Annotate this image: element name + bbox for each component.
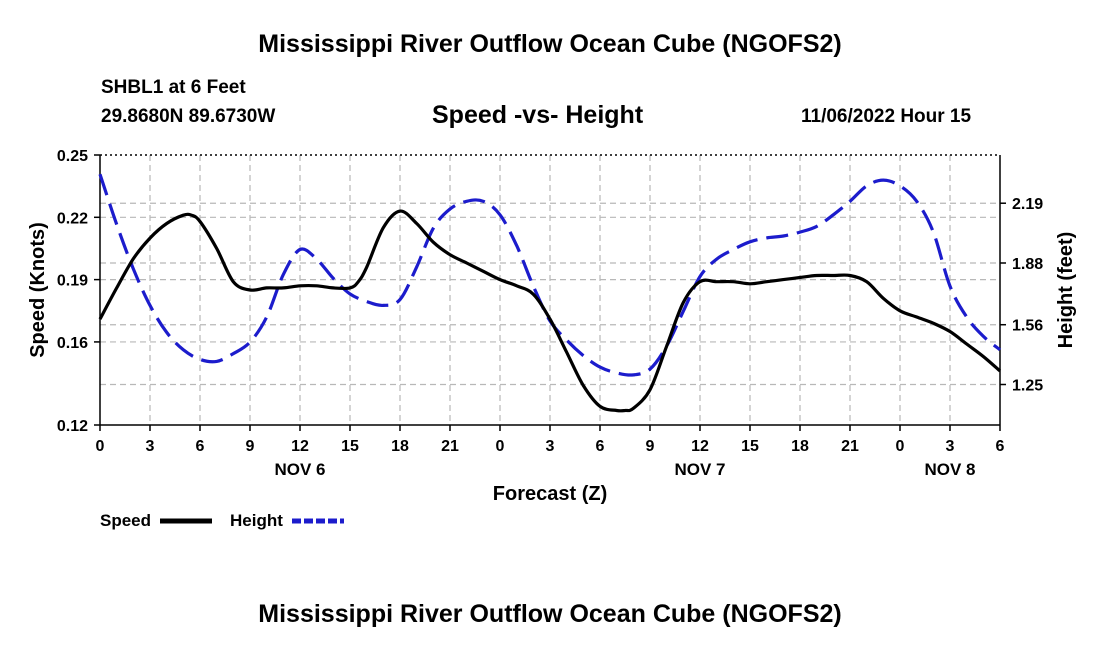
x-tick-label: 18 [791, 438, 809, 455]
x-tick-label: 18 [391, 438, 409, 455]
y2-tick-label: 2.19 [1012, 196, 1043, 213]
y-tick-label: 0.25 [57, 148, 88, 165]
legend-label-speed: Speed [100, 511, 151, 530]
chart-title: Speed -vs- Height [432, 101, 644, 129]
x-tick-label: 6 [996, 438, 1005, 455]
y2-axis-label: Height (feet) [1055, 232, 1077, 349]
x-tick-label: 6 [196, 438, 205, 455]
x-tick-label: 12 [691, 438, 709, 455]
x-day-label: NOV 6 [274, 460, 325, 479]
y2-tick-label: 1.25 [1012, 378, 1043, 395]
series-line-speed [98, 209, 1002, 413]
x-axis-label: Forecast (Z) [493, 483, 607, 505]
x-tick-label: 21 [441, 438, 459, 455]
x-tick-label: 12 [291, 438, 309, 455]
x-tick-label: 0 [496, 438, 505, 455]
x-tick-label: 3 [546, 438, 555, 455]
legend-label-height: Height [230, 511, 283, 530]
x-tick-label: 3 [146, 438, 155, 455]
forecast-datetime: 11/06/2022 Hour 15 [801, 106, 972, 127]
x-tick-label: 0 [896, 438, 905, 455]
x-tick-label: 15 [341, 438, 359, 455]
x-tick-label: 9 [646, 438, 655, 455]
x-tick-label: 3 [946, 438, 955, 455]
x-tick-label: 15 [741, 438, 759, 455]
y-tick-label: 0.19 [57, 273, 88, 290]
y-axis-label: Speed (Knots) [27, 222, 49, 358]
y-tick-label: 0.16 [57, 335, 88, 352]
x-tick-label: 21 [841, 438, 859, 455]
y2-tick-label: 1.56 [1012, 318, 1043, 335]
station-coordinates: 29.8680N 89.6730W [101, 106, 276, 127]
x-tick-label: 0 [96, 438, 105, 455]
station-label: SHBL1 at 6 Feet [101, 77, 246, 98]
y-tick-label: 0.22 [57, 210, 88, 227]
x-tick-label: 6 [596, 438, 605, 455]
page-title: Mississippi River Outflow Ocean Cube (NG… [258, 30, 842, 58]
page-title-repeat: Mississippi River Outflow Ocean Cube (NG… [258, 600, 842, 628]
x-day-label: NOV 8 [924, 460, 975, 479]
series-line-height [98, 173, 1002, 377]
y-tick-label: 0.12 [57, 418, 88, 435]
y2-tick-label: 1.88 [1012, 256, 1043, 273]
x-day-label: NOV 7 [674, 460, 725, 479]
x-tick-label: 9 [246, 438, 255, 455]
